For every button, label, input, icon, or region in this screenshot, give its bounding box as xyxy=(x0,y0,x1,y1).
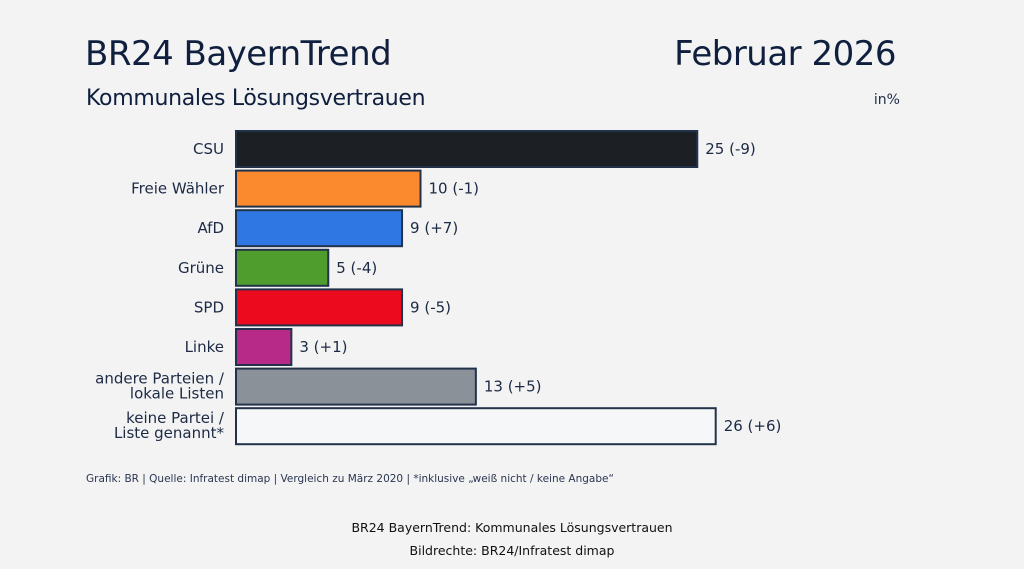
chart-title: BR24 BayernTrend xyxy=(85,34,392,74)
bar-group: keine Partei / Liste genannt* 26 (+6) xyxy=(114,407,782,446)
value-label: 9 (+7) xyxy=(410,219,458,237)
bar xyxy=(235,248,330,287)
value-label: 25 (-9) xyxy=(705,140,756,158)
bar-group: CSU 25 (-9) xyxy=(193,130,756,168)
category-label: SPD xyxy=(194,298,224,316)
survey-date: Februar 2026 xyxy=(674,34,896,74)
value-label: 3 (+1) xyxy=(299,338,347,356)
category-label-line: lokale Listen xyxy=(130,385,224,403)
bar-group: andere Parteien / lokale Listen 13 (+5) xyxy=(95,367,542,406)
bar xyxy=(235,169,422,208)
category-label-line: andere Parteien / xyxy=(95,370,225,388)
category-label: Freie Wähler xyxy=(131,180,225,198)
category-label: AfD xyxy=(197,219,224,237)
value-label: 9 (-5) xyxy=(410,298,451,316)
category-label: keine Partei / Liste genannt* xyxy=(114,409,225,442)
value-label: 5 (-4) xyxy=(336,259,377,277)
category-label-line: keine Partei / xyxy=(126,409,225,427)
value-label: 13 (+5) xyxy=(484,378,542,396)
bar xyxy=(235,209,404,248)
category-label: Grüne xyxy=(178,259,224,277)
bar xyxy=(235,328,293,366)
source-footnote: Grafik: BR | Quelle: Infratest dimap | V… xyxy=(86,473,614,485)
bar-group: Grüne 5 (-4) xyxy=(178,248,377,287)
bar xyxy=(235,367,477,406)
value-label: 26 (+6) xyxy=(724,417,782,435)
bar xyxy=(235,288,404,327)
bar xyxy=(235,130,699,168)
chart-subtitle: Kommunales Lösungsvertrauen xyxy=(86,86,426,111)
image-credits: Bildrechte: BR24/Infratest dimap xyxy=(409,543,615,558)
bar-group: AfD 9 (+7) xyxy=(197,209,458,248)
category-label: andere Parteien / lokale Listen xyxy=(95,370,225,403)
bar xyxy=(235,407,717,446)
bar-group: Freie Wähler 10 (-1) xyxy=(131,169,480,208)
bar-group: Linke 3 (+1) xyxy=(185,328,347,366)
category-label-line: Liste genannt* xyxy=(114,424,225,442)
category-label: Linke xyxy=(185,338,224,356)
image-caption: BR24 BayernTrend: Kommunales Lösungsvert… xyxy=(351,520,673,535)
category-label: CSU xyxy=(193,140,224,158)
unit-label: in% xyxy=(873,92,900,108)
bar-group: SPD 9 (-5) xyxy=(194,288,451,327)
value-label: 10 (-1) xyxy=(429,180,480,198)
